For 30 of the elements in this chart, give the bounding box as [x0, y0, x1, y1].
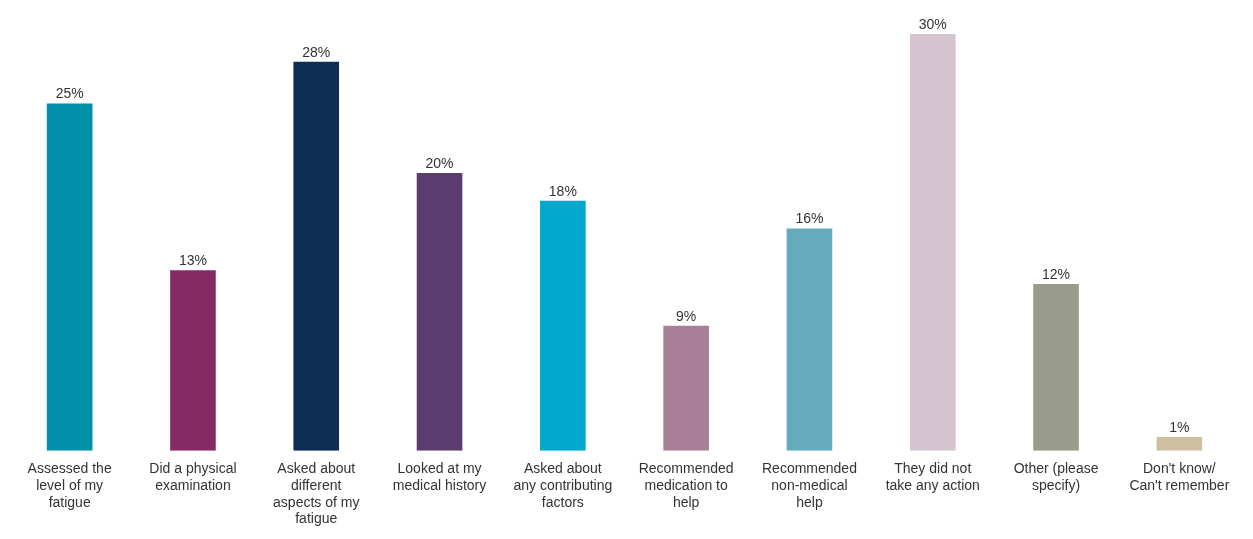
data-label: 18%	[548, 182, 577, 199]
x-tick-label: They did not take any action	[885, 460, 980, 493]
bar	[1156, 436, 1203, 451]
x-tick-label: Recommended non-medical help	[761, 460, 857, 510]
bar	[1033, 284, 1079, 451]
bar	[46, 103, 93, 451]
bar	[293, 61, 340, 451]
data-label: 20%	[425, 154, 454, 171]
bar	[170, 270, 216, 451]
x-tick-label: Other (please specify)	[1013, 460, 1099, 493]
data-label: 1%	[1169, 418, 1190, 435]
bar	[786, 228, 833, 451]
bar	[540, 200, 586, 451]
x-tick-label: Assessed the level of my fatigue	[27, 460, 112, 510]
bar	[416, 172, 463, 451]
data-label: 12%	[1042, 265, 1071, 282]
data-label: 9%	[676, 307, 697, 324]
x-tick-label: Recommended medication to help	[638, 460, 734, 510]
bar	[909, 34, 956, 451]
bar	[663, 325, 709, 451]
data-label: 16%	[795, 210, 824, 227]
x-tick-label: Did a physical examination	[149, 460, 237, 493]
data-label: 25%	[55, 85, 84, 102]
data-label: 13%	[178, 252, 207, 269]
x-tick-label: Asked about any contributing factors	[513, 460, 613, 510]
x-tick-label: Looked at my medical history	[392, 460, 487, 493]
data-label: 28%	[302, 43, 331, 60]
x-tick-label: Asked about different aspects of my fatigue	[273, 460, 360, 527]
data-label: 30%	[918, 15, 947, 32]
x-tick-label: Don't know/ Can't remember	[1129, 460, 1230, 493]
